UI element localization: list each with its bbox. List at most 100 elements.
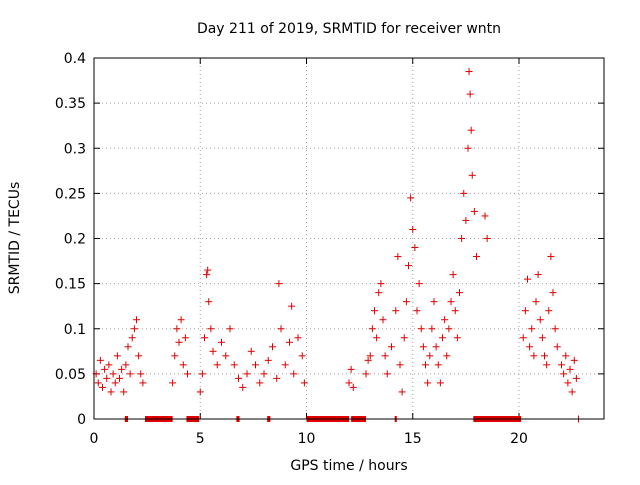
data-point bbox=[116, 374, 123, 382]
data-point bbox=[128, 334, 136, 342]
data-point bbox=[243, 370, 251, 378]
data-point bbox=[252, 361, 259, 369]
data-point bbox=[256, 379, 264, 387]
grid-layer bbox=[94, 58, 604, 419]
data-point bbox=[417, 325, 425, 333]
data-point bbox=[275, 280, 283, 288]
data-point bbox=[205, 298, 213, 306]
data-point bbox=[94, 379, 102, 387]
data-point bbox=[394, 253, 402, 261]
data-point bbox=[196, 388, 204, 396]
data-point bbox=[551, 325, 559, 333]
data-point bbox=[109, 370, 117, 378]
data-point bbox=[536, 316, 544, 324]
data-point bbox=[230, 361, 238, 369]
data-point bbox=[519, 334, 527, 342]
data-point bbox=[349, 383, 357, 391]
data-point bbox=[534, 271, 542, 279]
data-point bbox=[415, 280, 423, 288]
data-point bbox=[105, 361, 113, 369]
data-point bbox=[470, 207, 478, 215]
data-point bbox=[483, 235, 491, 242]
data-point bbox=[235, 374, 242, 382]
data-point bbox=[362, 370, 370, 378]
data-point bbox=[407, 194, 415, 202]
data-point bbox=[298, 352, 306, 360]
data-point bbox=[201, 334, 208, 342]
data-point bbox=[126, 370, 134, 378]
data-point bbox=[468, 171, 476, 179]
data-point bbox=[207, 325, 215, 333]
data-point bbox=[564, 379, 572, 387]
data-point bbox=[462, 216, 470, 224]
data-point bbox=[458, 235, 466, 242]
data-point bbox=[281, 361, 289, 369]
y-tick-label: 0.1 bbox=[64, 322, 86, 338]
data-point bbox=[99, 383, 106, 391]
data-point bbox=[426, 352, 434, 360]
y-axis-label: SRMTID / TECUs bbox=[7, 182, 23, 295]
data-point bbox=[402, 298, 410, 306]
x-tick-label: 20 bbox=[510, 431, 528, 447]
data-point bbox=[177, 316, 185, 324]
data-point bbox=[137, 370, 145, 378]
data-point bbox=[388, 343, 395, 351]
data-point bbox=[570, 356, 578, 364]
data-point bbox=[124, 343, 132, 351]
data-point bbox=[122, 361, 130, 369]
data-point bbox=[422, 361, 429, 369]
y-tick-label: 0.4 bbox=[64, 51, 86, 67]
data-point bbox=[445, 325, 453, 333]
data-point bbox=[383, 370, 391, 378]
data-point bbox=[541, 352, 548, 360]
data-point bbox=[181, 334, 189, 342]
data-point bbox=[566, 365, 574, 373]
data-point bbox=[467, 126, 475, 134]
data-point bbox=[269, 343, 276, 351]
data-point bbox=[521, 307, 529, 315]
data-point bbox=[549, 289, 557, 297]
data-point bbox=[481, 212, 489, 220]
data-point bbox=[545, 307, 553, 315]
data-point bbox=[96, 356, 104, 364]
data-point bbox=[553, 343, 561, 351]
data-point bbox=[396, 361, 404, 369]
data-point bbox=[179, 361, 187, 369]
data-point bbox=[441, 316, 449, 324]
data-point bbox=[290, 370, 298, 378]
data-point bbox=[572, 374, 580, 382]
x-tick-label: 5 bbox=[196, 431, 205, 447]
data-point bbox=[247, 347, 255, 355]
data-point bbox=[366, 352, 374, 360]
data-point bbox=[239, 383, 247, 391]
y-tick-label: 0.15 bbox=[55, 277, 86, 293]
data-point bbox=[300, 379, 308, 387]
data-point bbox=[260, 370, 268, 378]
data-point bbox=[419, 343, 427, 351]
y-tick-label: 0 bbox=[77, 412, 86, 428]
data-point bbox=[171, 352, 179, 360]
data-point bbox=[203, 271, 211, 279]
data-point bbox=[198, 370, 206, 378]
data-point bbox=[434, 361, 442, 369]
data-point bbox=[264, 356, 272, 364]
y-tick-label: 0.25 bbox=[55, 186, 86, 202]
data-point bbox=[473, 253, 480, 261]
data-point bbox=[405, 262, 412, 270]
data-point bbox=[101, 365, 109, 373]
x-tick-label: 0 bbox=[90, 431, 99, 447]
data-point bbox=[273, 374, 281, 382]
data-point bbox=[428, 325, 436, 333]
data-point bbox=[456, 289, 463, 297]
y-tick-label: 0.05 bbox=[55, 367, 86, 383]
data-point bbox=[547, 253, 555, 261]
data-point bbox=[466, 90, 474, 98]
data-point bbox=[373, 334, 381, 342]
y-tick-label: 0.2 bbox=[64, 232, 86, 248]
data-point bbox=[400, 334, 408, 342]
y-tick-label: 0.35 bbox=[55, 96, 86, 112]
data-point bbox=[528, 325, 536, 333]
x-axis-label: GPS time / hours bbox=[290, 458, 407, 474]
data-point bbox=[103, 374, 111, 382]
